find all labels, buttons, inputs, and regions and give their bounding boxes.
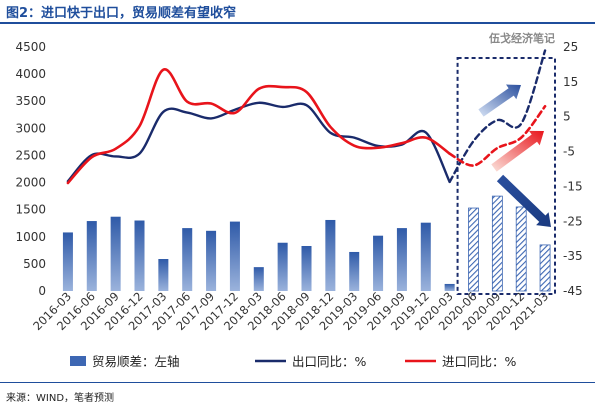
right-tick-label: -25: [563, 214, 583, 228]
left-tick-label: 3500: [15, 94, 46, 108]
bar: [134, 220, 145, 291]
forecast-bar: [539, 244, 551, 292]
bar: [277, 242, 288, 291]
bar: [229, 221, 240, 291]
left-tick-label: 4000: [15, 67, 46, 81]
bar: [62, 232, 73, 291]
bar: [325, 219, 336, 291]
left-tick-label: 0: [38, 284, 46, 298]
bar: [206, 230, 217, 291]
left-tick-label: 2500: [15, 148, 46, 162]
bar: [349, 251, 360, 291]
right-tick-label: -5: [563, 145, 575, 159]
right-tick-label: -15: [563, 179, 583, 193]
right-tick-label: 15: [563, 75, 578, 89]
left-tick-label: 1000: [15, 230, 46, 244]
bar: [396, 228, 407, 291]
bar: [86, 221, 97, 291]
export-yoy-line-forecast: [448, 49, 547, 184]
x-axis: 2016-032016-062016-092016-122017-032017-…: [30, 289, 551, 333]
footer-rule: [0, 382, 595, 383]
right-axis: -45 -35 -25 -15 -5 5 15 25: [563, 40, 583, 298]
export-up-arrow: [478, 84, 521, 117]
import-up-arrow: [491, 130, 544, 172]
bar: [420, 222, 431, 291]
bar: [182, 228, 193, 291]
legend-import-label: 进口同比：%: [442, 354, 517, 369]
right-tick-label: 5: [563, 110, 571, 124]
bar: [444, 283, 455, 291]
bar: [373, 235, 384, 291]
forecast-bar: [491, 195, 503, 292]
right-tick-label: -45: [563, 284, 583, 298]
surplus-down-arrow: [496, 174, 551, 227]
left-tick-label: 2000: [15, 176, 46, 190]
left-tick-label: 4500: [15, 40, 46, 54]
legend-bar-label: 贸易顺差：左轴: [92, 354, 180, 369]
legend-export-label: 出口同比：%: [292, 354, 367, 369]
left-axis: 0 500 1000 1500 2000 2500 3000 3500 4000 4500: [15, 40, 46, 298]
watermark: 伍戈经济笔记: [488, 31, 555, 45]
title-rule: [0, 22, 595, 24]
legend: 贸易顺差：左轴 出口同比：% 进口同比：%: [70, 354, 517, 369]
left-tick-label: 500: [23, 257, 46, 271]
source-note: 来源：WIND，笔者预测: [6, 393, 115, 404]
right-tick-label: -35: [563, 249, 583, 263]
chart: 0 500 1000 1500 2000 2500 3000 3500 4000 4500 -45…: [15, 31, 583, 369]
bar: [301, 245, 312, 291]
line-series: [66, 49, 547, 185]
right-tick-label: 25: [563, 40, 578, 54]
trend-arrows: [478, 84, 551, 227]
legend-bar-swatch: [70, 356, 86, 366]
chart-title: 图2：进口快于出口，贸易顺差有望收窄: [6, 6, 237, 21]
forecast-bar: [515, 206, 527, 292]
bar-series: [62, 195, 551, 292]
bar: [110, 216, 121, 291]
left-tick-label: 3000: [15, 121, 46, 135]
forecast-bar: [468, 207, 479, 292]
bar: [158, 259, 169, 291]
forecast-box: [456, 57, 557, 295]
left-tick-label: 1500: [15, 203, 46, 217]
import-yoy-line-forecast: [448, 104, 547, 167]
bar: [253, 267, 264, 291]
import-yoy-line: [66, 68, 451, 185]
